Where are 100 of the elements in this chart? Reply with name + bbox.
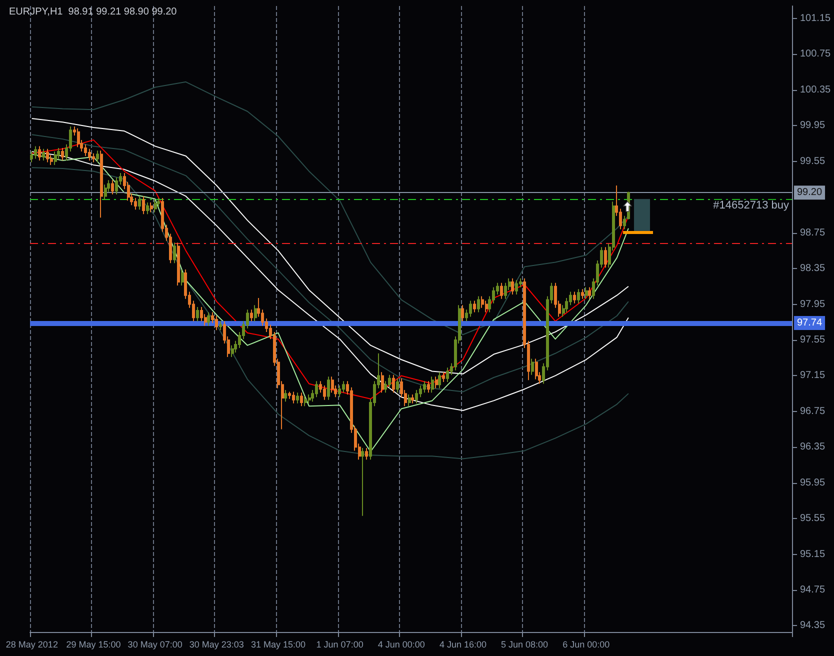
candlestick — [323, 385, 326, 400]
y-tick-label: 95.95 — [800, 477, 826, 488]
candlestick — [196, 306, 199, 322]
y-tick-label: 94.35 — [800, 620, 826, 632]
candlestick — [300, 392, 303, 407]
y-tick-label: 98.35 — [800, 263, 826, 274]
x-tick-label: 4 Jun 16:00 — [439, 640, 486, 650]
candlestick — [304, 396, 307, 407]
y-tick-label: 98.75 — [800, 227, 826, 238]
x-tick-label: 28 May 2012 — [6, 640, 58, 650]
candlestick — [461, 304, 464, 322]
x-tick-label: 5 Jun 08:00 — [501, 640, 548, 650]
line-series — [31, 81, 629, 336]
candlestick — [477, 296, 480, 313]
candlestick — [435, 376, 438, 389]
candlestick — [200, 306, 203, 322]
candlestick — [500, 282, 503, 300]
candlestick — [292, 391, 295, 404]
candlestick — [442, 372, 445, 382]
candlestick — [104, 184, 107, 200]
y-tick-label: 95.15 — [800, 548, 826, 560]
y-tick-label: 97.95 — [800, 298, 826, 310]
x-tick-label: 6 Jun 00:00 — [562, 640, 610, 650]
candlestick — [173, 242, 176, 264]
y-tick-label: 96.75 — [800, 406, 826, 417]
candlestick — [92, 152, 95, 163]
candlestick — [34, 146, 37, 160]
candlestick — [411, 394, 414, 404]
candlestick — [577, 288, 580, 304]
candlestick — [100, 150, 103, 218]
candlestick — [381, 372, 384, 394]
candlestick — [423, 380, 426, 394]
candlestick — [142, 196, 145, 215]
candlestick — [392, 374, 395, 394]
candlestick — [446, 367, 449, 382]
x-tick-label: 4 Jun 00:00 — [378, 640, 425, 650]
y-tick-label: 99.55 — [800, 156, 826, 167]
candlestick — [588, 286, 591, 300]
candlestick — [111, 180, 114, 195]
candlestick — [207, 312, 210, 326]
candlestick — [511, 278, 514, 295]
candlestick — [365, 448, 368, 460]
candlestick — [573, 291, 576, 304]
y-tick-label: 100.35 — [800, 84, 832, 96]
candlestick — [361, 448, 364, 516]
candlestick — [138, 196, 141, 210]
candlestick — [531, 358, 534, 376]
candlestick — [215, 315, 218, 331]
candlestick — [623, 215, 626, 230]
candlestick — [431, 376, 434, 394]
candlestick — [154, 199, 157, 213]
candlestick — [88, 148, 91, 161]
candlestick — [604, 246, 607, 268]
ref-line-label: 97.74 — [797, 318, 822, 329]
candlestick — [250, 309, 253, 322]
x-tick-label: 29 May 15:00 — [66, 640, 121, 650]
candlestick — [284, 389, 287, 402]
candlestick — [254, 304, 257, 322]
y-tick-label: 101.15 — [800, 13, 832, 24]
candlestick — [581, 288, 584, 300]
candlestick — [338, 385, 341, 398]
candlestick — [296, 392, 299, 404]
candlestick — [219, 320, 222, 331]
y-tick-label: 97.15 — [800, 370, 826, 382]
ref-line-label: #14652713 buy — [713, 199, 790, 212]
y-tick-label: 99.95 — [800, 120, 826, 132]
candlestick — [473, 300, 476, 313]
candlestick — [96, 150, 99, 163]
candlestick — [288, 391, 291, 400]
candlestick — [61, 147, 64, 161]
candlestick — [388, 374, 391, 389]
candlestick — [481, 296, 484, 308]
candlestick — [327, 376, 330, 400]
ref-line-label: 99.20 — [797, 187, 822, 198]
candlestick — [585, 286, 588, 300]
candlestick — [150, 202, 153, 213]
candlestick — [134, 197, 137, 210]
y-tick-label: 100.75 — [800, 48, 832, 60]
candlestick — [315, 380, 318, 398]
y-tick-label: 97.55 — [800, 334, 826, 346]
candlestick — [115, 176, 118, 195]
candlestick — [77, 128, 80, 148]
x-tick-label: 31 May 15:00 — [250, 640, 306, 650]
candlestick — [46, 148, 49, 163]
candlestick — [427, 380, 430, 394]
chart-title: EURJPY,H1 98.91 99.21 98.90 99.20 — [9, 6, 178, 18]
y-tick-label: 95.55 — [800, 513, 826, 524]
y-tick-label: 94.75 — [800, 584, 826, 596]
y-tick-label: 96.35 — [800, 442, 826, 453]
candlestick — [231, 344, 234, 358]
candlestick — [485, 300, 488, 313]
candlestick — [331, 376, 334, 394]
candlestick — [396, 378, 399, 394]
candlestick — [515, 280, 518, 295]
candlestick — [84, 144, 87, 157]
candlestick — [469, 300, 472, 318]
candlestick — [177, 242, 180, 286]
candlestick — [438, 372, 441, 389]
candlestick — [342, 380, 345, 394]
candlestick — [535, 358, 538, 380]
